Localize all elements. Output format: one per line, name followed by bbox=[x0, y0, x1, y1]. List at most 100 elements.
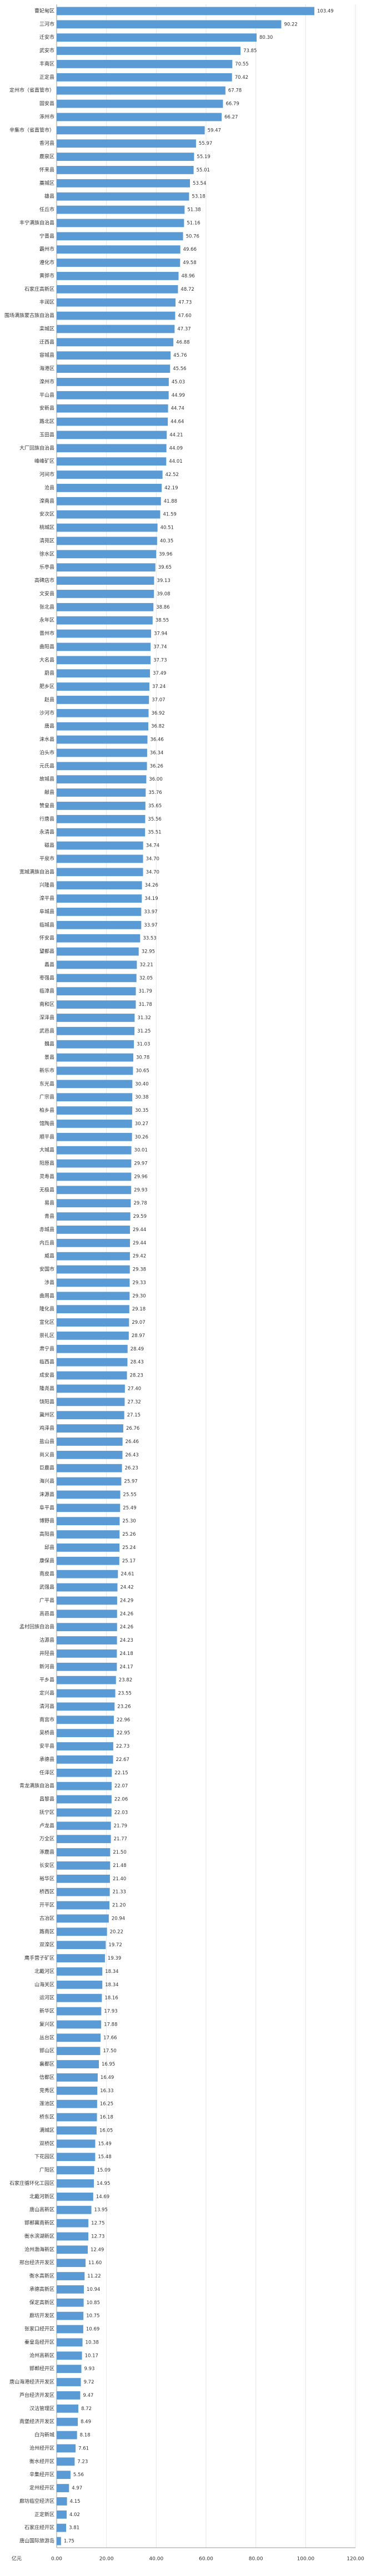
bar bbox=[57, 1292, 130, 1300]
value-label: 5.56 bbox=[73, 2472, 84, 2478]
x-tick-label: 0.00 bbox=[51, 2557, 62, 2562]
value-label: 37.24 bbox=[152, 684, 166, 690]
value-label: 16.25 bbox=[100, 2102, 113, 2107]
value-label: 25.17 bbox=[122, 1558, 136, 1564]
value-label: 33.97 bbox=[144, 923, 157, 928]
bar bbox=[57, 802, 146, 810]
value-label: 46.88 bbox=[176, 340, 189, 345]
y-tick-label: 成安县 bbox=[39, 1372, 54, 1379]
bar bbox=[57, 722, 149, 731]
y-tick-label: 三河市 bbox=[39, 21, 54, 27]
bar bbox=[57, 1066, 133, 1075]
bar bbox=[57, 2391, 81, 2400]
bar bbox=[57, 748, 147, 757]
value-label: 44.09 bbox=[169, 446, 183, 451]
bar bbox=[57, 1490, 121, 1499]
y-tick-label: 沧州高新区 bbox=[29, 2352, 54, 2359]
bar bbox=[57, 2510, 67, 2519]
y-tick-label: 遵化市 bbox=[39, 259, 54, 266]
y-tick-label: 内丘县 bbox=[39, 1239, 54, 1246]
bar bbox=[57, 642, 151, 651]
bar bbox=[57, 1768, 112, 1777]
bar bbox=[57, 311, 176, 320]
y-tick-label: 辛集经开区 bbox=[29, 2471, 54, 2478]
value-label: 66.79 bbox=[225, 102, 239, 107]
y-tick-label: 迁西县 bbox=[39, 339, 54, 345]
y-tick-label: 容城县 bbox=[39, 352, 54, 358]
bar bbox=[57, 73, 232, 82]
bar bbox=[57, 1384, 125, 1393]
bar bbox=[57, 2471, 71, 2479]
y-tick-label: 磁县 bbox=[44, 842, 54, 849]
y-tick-label: 正定新区 bbox=[34, 2511, 54, 2518]
bar bbox=[57, 894, 142, 903]
bar bbox=[57, 1742, 113, 1750]
y-tick-label: 丛台区 bbox=[39, 2034, 54, 2041]
value-label: 53.54 bbox=[193, 181, 206, 186]
y-tick-label: 南皮县 bbox=[39, 1571, 54, 1577]
y-tick-label: 故城县 bbox=[39, 776, 54, 782]
bar bbox=[57, 616, 153, 625]
x-tick-label: 80.00 bbox=[249, 2557, 263, 2562]
value-label: 4.02 bbox=[69, 2512, 80, 2518]
y-tick-label: 开平区 bbox=[39, 1902, 54, 1909]
y-tick-label: 北戴河新区 bbox=[29, 2193, 54, 2200]
value-label: 11.60 bbox=[88, 2260, 102, 2266]
value-label: 14.95 bbox=[97, 2181, 110, 2187]
bar bbox=[57, 960, 137, 969]
bar bbox=[57, 1172, 132, 1181]
value-label: 22.15 bbox=[114, 1770, 128, 1776]
y-tick-label: 霸州市 bbox=[39, 246, 54, 252]
value-label: 10.94 bbox=[87, 2287, 100, 2292]
value-label: 48.96 bbox=[182, 274, 195, 279]
value-label: 41.88 bbox=[164, 499, 177, 504]
bar bbox=[57, 2047, 101, 2056]
value-label: 8.72 bbox=[81, 2406, 92, 2412]
bar bbox=[57, 1861, 111, 1870]
value-label: 17.50 bbox=[103, 2048, 116, 2054]
bar bbox=[57, 1000, 136, 1009]
bar bbox=[57, 1424, 123, 1433]
y-tick-label: 峰峰矿区 bbox=[34, 458, 54, 464]
y-tick-label: 无极县 bbox=[39, 1186, 54, 1193]
bar bbox=[57, 788, 146, 797]
bar bbox=[57, 908, 142, 916]
y-tick-label: 邯山区 bbox=[39, 2047, 54, 2054]
value-label: 36.26 bbox=[150, 763, 163, 769]
y-tick-label: 献县 bbox=[44, 789, 54, 796]
bar bbox=[57, 814, 146, 823]
y-tick-label: 赵县 bbox=[44, 696, 54, 703]
y-tick-label: 高邑县 bbox=[39, 1610, 54, 1617]
value-label: 45.56 bbox=[173, 366, 186, 372]
y-tick-label: 沧州经开区 bbox=[29, 2445, 54, 2451]
bar bbox=[57, 2444, 76, 2453]
value-label: 10.75 bbox=[86, 2314, 99, 2319]
value-label: 45.03 bbox=[172, 379, 185, 385]
value-label: 23.82 bbox=[119, 1678, 132, 1683]
value-label: 27.15 bbox=[127, 1413, 141, 1418]
bar bbox=[57, 1596, 117, 1605]
y-tick-label: 定州经开区 bbox=[29, 2484, 54, 2491]
bar bbox=[57, 1438, 123, 1446]
bar bbox=[57, 1914, 109, 1923]
value-label: 53.18 bbox=[192, 194, 205, 200]
bar bbox=[57, 1026, 135, 1035]
y-tick-label: 下花园区 bbox=[34, 2153, 54, 2160]
bar bbox=[57, 365, 171, 373]
value-label: 8.18 bbox=[80, 2433, 91, 2438]
value-label: 39.08 bbox=[157, 591, 170, 597]
bar bbox=[57, 510, 161, 519]
value-label: 31.79 bbox=[139, 989, 152, 994]
value-label: 29.78 bbox=[134, 1201, 147, 1206]
bar bbox=[57, 245, 181, 254]
value-label: 66.27 bbox=[224, 114, 238, 120]
value-label: 49.58 bbox=[183, 260, 196, 266]
value-label: 44.99 bbox=[172, 393, 185, 398]
value-label: 39.65 bbox=[158, 565, 172, 570]
value-label: 34.74 bbox=[146, 843, 159, 849]
value-label: 10.69 bbox=[86, 2327, 99, 2332]
value-label: 44.01 bbox=[169, 459, 182, 464]
y-tick-label: 赤城县 bbox=[39, 1227, 54, 1233]
value-label: 29.59 bbox=[133, 1214, 147, 1219]
value-label: 25.26 bbox=[122, 1532, 136, 1537]
